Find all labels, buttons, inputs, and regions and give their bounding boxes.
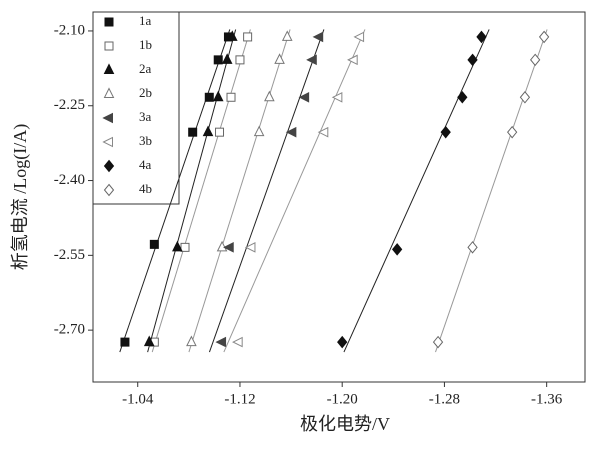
x-tick-label: -1.20 [327, 391, 358, 407]
legend-label: 3b [139, 133, 152, 148]
point [221, 53, 233, 64]
point [391, 243, 403, 256]
point [467, 53, 478, 67]
point [188, 127, 198, 137]
point [215, 127, 225, 137]
point [331, 91, 343, 103]
y-tick-label: -2.10 [54, 22, 85, 38]
point [432, 335, 444, 349]
point [337, 335, 348, 349]
legend: 1a 1b 2a 2b 3a 3b 4a 4b [92, 11, 180, 205]
legend-label: 2b [139, 85, 152, 100]
point [180, 242, 190, 252]
point [226, 30, 238, 41]
y-axis-label: 析氢电流 /Log(I/A) [10, 124, 31, 270]
fit-line [147, 29, 237, 353]
x-tick-label: -1.12 [224, 391, 255, 407]
point [285, 126, 297, 138]
point [216, 240, 228, 252]
point [102, 112, 113, 124]
fit-line [223, 29, 366, 353]
point [467, 241, 478, 254]
legend-label: 2a [139, 61, 152, 76]
point [519, 90, 531, 104]
point [476, 30, 487, 44]
point [312, 31, 324, 43]
point [538, 30, 550, 44]
legend-label: 3a [139, 109, 152, 124]
legend-label: 1a [139, 13, 152, 28]
point [103, 183, 115, 197]
x-tick-label: -1.28 [429, 391, 460, 407]
point [186, 335, 197, 347]
x-tick-label: -1.36 [531, 391, 563, 407]
point [204, 92, 214, 102]
point [353, 31, 365, 43]
y-tick-label: -2.40 [54, 172, 85, 188]
point [274, 53, 285, 64]
point [507, 125, 518, 139]
point [298, 91, 310, 103]
fit-line [208, 29, 325, 353]
point [212, 90, 224, 102]
point [457, 90, 468, 104]
fit-line [119, 29, 231, 353]
legend-box [92, 11, 180, 205]
point [172, 240, 183, 252]
point [232, 336, 243, 348]
legend-label: 4b [139, 181, 152, 196]
fit-line [343, 29, 490, 353]
x-axis-label: 极化电势/V [300, 414, 390, 434]
y-tick-label: -2.70 [54, 322, 85, 338]
legend-label: 1b [139, 37, 152, 52]
point [120, 337, 130, 347]
point [235, 55, 245, 65]
fit-line [151, 29, 251, 353]
point [103, 87, 115, 98]
point [103, 159, 115, 173]
point [102, 136, 113, 148]
fit-line [188, 29, 291, 353]
point [104, 17, 114, 27]
point [317, 126, 329, 138]
plot-frame [92, 11, 586, 383]
point [253, 125, 265, 137]
point [244, 242, 256, 253]
point [281, 30, 293, 41]
point [243, 32, 253, 42]
x-tick-label: -1.04 [122, 391, 154, 407]
y-tick-label: -2.25 [54, 97, 85, 113]
fit-line [435, 29, 548, 353]
legend-label: 4a [139, 157, 152, 172]
point [103, 63, 115, 74]
point [104, 41, 114, 51]
point [143, 335, 155, 347]
point [264, 90, 275, 102]
point [223, 242, 234, 253]
point [226, 92, 236, 102]
point [213, 55, 223, 65]
point [347, 54, 358, 66]
y-tick-label: -2.55 [54, 247, 85, 263]
point [306, 54, 317, 66]
point [202, 125, 214, 137]
point [149, 239, 159, 249]
point [215, 336, 227, 348]
point [530, 53, 541, 67]
point [440, 125, 451, 139]
